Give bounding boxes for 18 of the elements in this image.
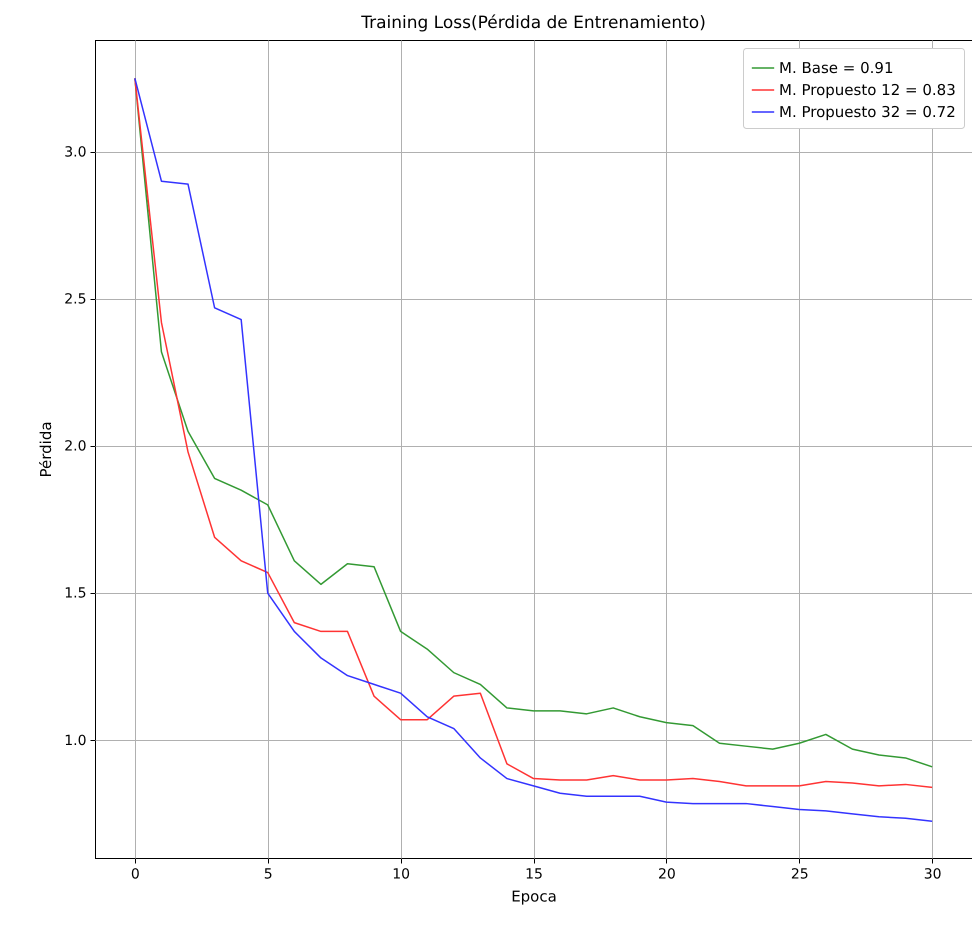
x-tick-label: 0 [130,866,140,882]
x-tick-label: 10 [392,866,410,882]
y-tick-label: 1.5 [64,586,86,602]
y-tick-label: 1.0 [64,732,86,749]
x-tick-label: 20 [658,866,676,882]
x-tick-label: 30 [924,866,942,882]
x-tick-label: 5 [264,866,273,882]
chart-title: Training Loss(Pérdida de Entrenamiento) [360,13,706,33]
y-axis-title: Pérdida [37,421,56,478]
legend-label: M. Base = 0.91 [779,59,894,77]
x-tick-label: 25 [790,866,809,882]
legend-label: M. Propuesto 12 = 0.83 [779,81,956,99]
y-tick-label: 2.0 [64,438,86,455]
legend-label: M. Propuesto 32 = 0.72 [779,103,956,121]
y-tick-label: 3.0 [64,144,86,160]
x-tick-label: 15 [525,866,543,882]
y-tick-label: 2.5 [64,291,86,308]
x-axis-title: Epoca [511,888,557,906]
